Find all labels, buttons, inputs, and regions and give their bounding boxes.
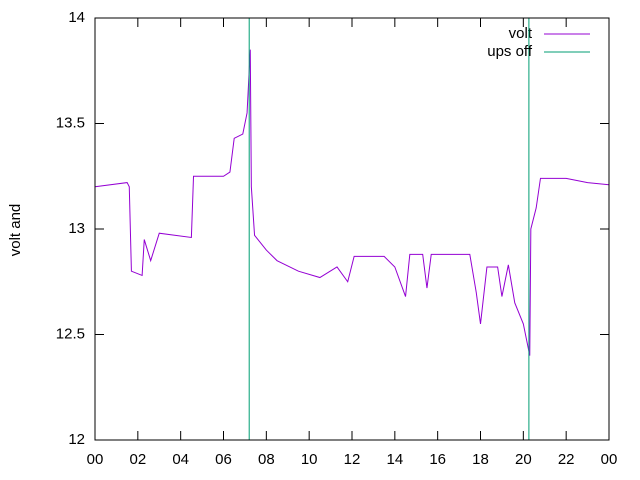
x-tick-label: 04 xyxy=(172,451,189,468)
x-tick-label: 00 xyxy=(601,451,618,468)
x-tick-label: 08 xyxy=(258,451,275,468)
x-tick-label: 14 xyxy=(386,451,403,468)
y-tick-label: 12.5 xyxy=(56,325,85,342)
x-tick-label: 16 xyxy=(429,451,446,468)
y-tick-label: 13 xyxy=(68,220,85,237)
x-tick-label: 22 xyxy=(558,451,575,468)
series-line xyxy=(94,49,610,356)
x-tick-label: 10 xyxy=(301,451,318,468)
legend-label: ups off xyxy=(487,43,533,60)
y-tick-label: 14 xyxy=(68,9,85,26)
series-line xyxy=(248,18,530,440)
y-tick-label: 12 xyxy=(68,431,85,448)
legend-label: volt xyxy=(509,25,533,42)
x-tick-label: 12 xyxy=(344,451,361,468)
y-axis-label: volt and xyxy=(7,204,24,257)
x-tick-label: 00 xyxy=(87,451,104,468)
y-tick-label: 13.5 xyxy=(56,114,85,131)
plot-frame xyxy=(94,17,610,441)
x-tick-label: 18 xyxy=(472,451,489,468)
x-tick-label: 02 xyxy=(129,451,146,468)
x-tick-label: 20 xyxy=(515,451,532,468)
x-tick-label: 06 xyxy=(215,451,232,468)
